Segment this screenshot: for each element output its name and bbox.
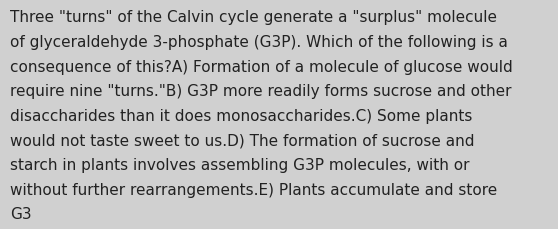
Text: of glyceraldehyde 3-phosphate (G3P). Which of the following is a: of glyceraldehyde 3-phosphate (G3P). Whi… <box>10 35 508 50</box>
Text: disaccharides than it does monosaccharides.C) Some plants: disaccharides than it does monosaccharid… <box>10 108 473 123</box>
Text: consequence of this?A) Formation of a molecule of glucose would: consequence of this?A) Formation of a mo… <box>10 59 513 74</box>
Text: without further rearrangements.E) Plants accumulate and store: without further rearrangements.E) Plants… <box>10 182 497 197</box>
Text: Three "turns" of the Calvin cycle generate a "surplus" molecule: Three "turns" of the Calvin cycle genera… <box>10 10 497 25</box>
Text: G3: G3 <box>10 206 32 221</box>
Text: require nine "turns."B) G3P more readily forms sucrose and other: require nine "turns."B) G3P more readily… <box>10 84 512 99</box>
Text: would not taste sweet to us.D) The formation of sucrose and: would not taste sweet to us.D) The forma… <box>10 133 474 148</box>
Text: starch in plants involves assembling G3P molecules, with or: starch in plants involves assembling G3P… <box>10 157 469 172</box>
